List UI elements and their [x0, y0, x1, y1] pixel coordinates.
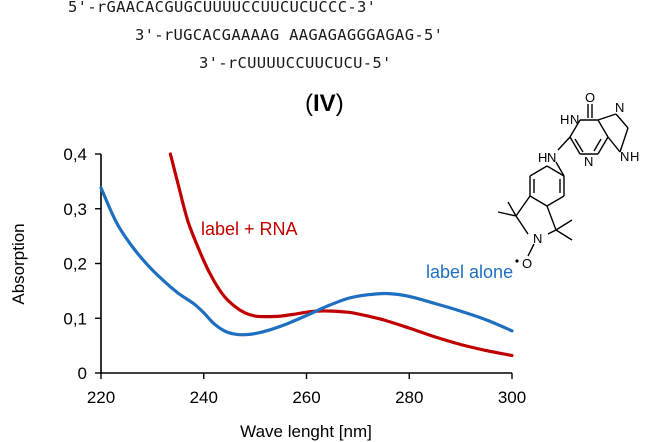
series-label-label-rna: label + RNA	[201, 219, 298, 239]
atom-h9: H	[630, 149, 639, 164]
series-line-label-alone	[99, 186, 514, 337]
y-tick-label: 0,2	[63, 255, 87, 274]
atom-n1: N	[570, 112, 579, 127]
y-axis-title: Absorption	[9, 223, 28, 304]
radical-dot	[515, 259, 519, 263]
panel-label-text: IV	[313, 90, 336, 117]
atom-hn1: H	[560, 112, 569, 127]
x-tick-label: 260	[292, 388, 320, 407]
molecule-atom-labels: O H N N N H N H N N O	[515, 90, 639, 271]
atom-n9: N	[620, 149, 629, 164]
x-tick-label: 280	[395, 388, 423, 407]
y-tick-label: 0,4	[63, 145, 87, 164]
sequence-line-2: 3'-rUGCACGAAAAG AAGAGAGGGAGAG-5'	[135, 26, 444, 44]
atom-n-link: N	[547, 150, 556, 165]
x-axis-title: Wave lenght [nm]	[240, 422, 372, 441]
atom-n3: N	[584, 154, 593, 169]
x-tick-label: 300	[498, 388, 526, 407]
atom-n-nitroxide: N	[533, 231, 542, 246]
y-tick-label: 0,1	[63, 309, 87, 328]
series-line-label-rna	[168, 152, 514, 358]
sequence-line-1: 5'-rGAACACGUGCUUUUCCUUCUCUCCC-3'	[68, 0, 377, 16]
atom-hn-link: H	[538, 150, 547, 165]
series-label-label-alone: label alone	[426, 262, 513, 282]
panel-label-open: (	[305, 90, 313, 117]
x-tick-label: 220	[87, 388, 115, 407]
y-tick-label: 0,3	[63, 200, 87, 219]
atom-o-top: O	[585, 90, 595, 105]
sequence-line-3: 3'-rCUUUUCCUUCUCU-5'	[199, 54, 392, 72]
atom-n7: N	[615, 100, 624, 115]
panel-label: (IV)	[305, 90, 344, 118]
chart-series	[99, 152, 514, 358]
x-tick-label: 240	[190, 388, 218, 407]
y-tick-label: 0	[78, 364, 87, 383]
chart-ticks: 220 240 260 280 300 0 0,1 0,2 0,3 0,4	[63, 145, 526, 407]
atom-o-radical: O	[522, 256, 532, 271]
guanine-nitroxide-label-structure-icon	[497, 104, 629, 257]
panel-label-close: )	[335, 90, 344, 117]
